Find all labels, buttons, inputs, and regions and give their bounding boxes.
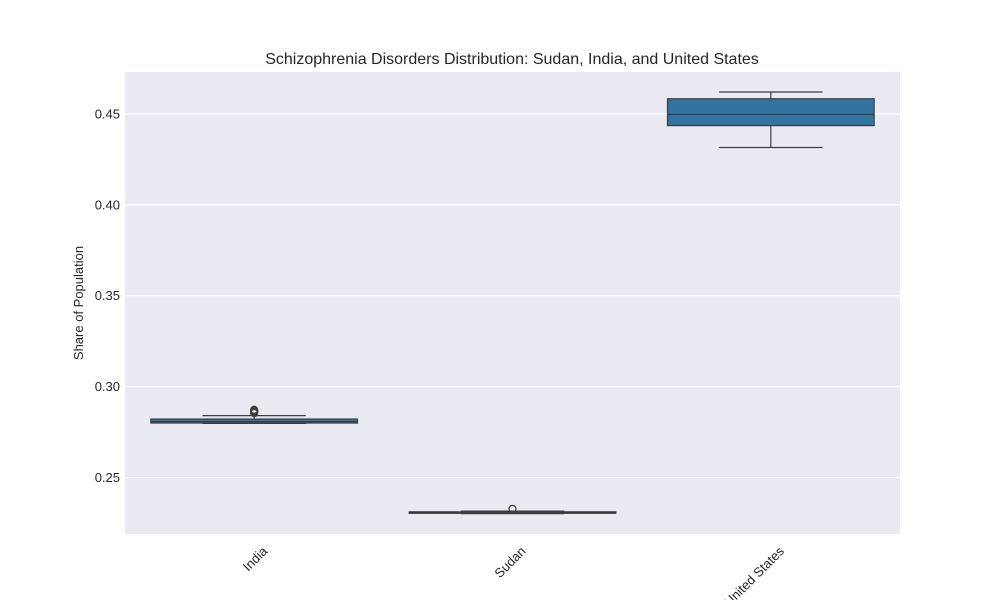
grid-lines [125, 113, 900, 479]
y-tick-label: 0.40 [95, 197, 120, 212]
box-united-states [666, 91, 875, 149]
y-tick-label: 0.25 [95, 470, 120, 485]
x-tick-label: Sudan [491, 544, 528, 581]
outlier-point [250, 405, 259, 414]
box-iqr [666, 98, 875, 127]
y-axis-ticks: 0.25 0.30 0.35 0.40 0.45 [95, 106, 120, 485]
y-tick-label: 0.45 [95, 106, 120, 121]
plot-background [125, 72, 900, 534]
outlier-point [508, 504, 517, 513]
x-tick-label: United States [721, 543, 787, 600]
box-group [150, 91, 875, 515]
x-axis-ticks: India Sudan United States [240, 543, 788, 600]
y-axis-title: Share of Population [71, 246, 86, 360]
y-tick-label: 0.30 [95, 379, 120, 394]
box-sudan [408, 504, 617, 515]
chart-title: Schizophrenia Disorders Distribution: Su… [265, 51, 759, 68]
x-tick-label: India [240, 543, 271, 574]
box-india [150, 405, 359, 425]
plot-area [125, 72, 900, 534]
y-tick-label: 0.35 [95, 288, 120, 303]
